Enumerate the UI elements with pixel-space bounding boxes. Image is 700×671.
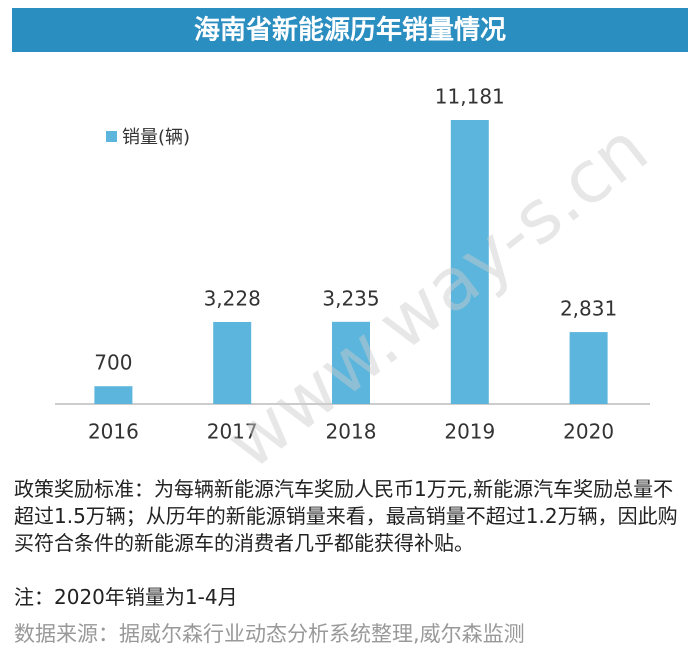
data-label: 11,181 bbox=[435, 85, 505, 109]
source-text: 数据来源：据威尔森行业动态分析系统整理,威尔森监测 bbox=[14, 622, 525, 646]
data-label: 700 bbox=[94, 351, 132, 375]
chart-title: 海南省新能源历年销量情况 bbox=[194, 15, 506, 46]
title-banner bbox=[12, 8, 688, 52]
x-tick-label: 2016 bbox=[88, 420, 139, 444]
data-label: 3,228 bbox=[204, 287, 261, 311]
bar bbox=[94, 386, 133, 404]
legend-swatch bbox=[106, 131, 117, 142]
note-text: 政策奖励标准：为每辆新能源汽车奖励人民币1万元,新能源汽车奖励总量不超过1.5万… bbox=[14, 477, 678, 555]
bar bbox=[450, 120, 489, 404]
bar bbox=[569, 332, 608, 404]
x-tick-label: 2020 bbox=[563, 420, 614, 444]
bar bbox=[332, 321, 370, 404]
x-tick-label: 2018 bbox=[326, 420, 377, 444]
x-tick-label: 2017 bbox=[207, 420, 258, 444]
x-tick-label: 2019 bbox=[444, 420, 495, 444]
note-text: 注：2020年销量为1-4月 bbox=[14, 585, 238, 609]
legend-label: 销量(辆) bbox=[122, 127, 190, 148]
data-label: 3,235 bbox=[322, 286, 379, 310]
data-label: 2,831 bbox=[560, 297, 617, 321]
bar bbox=[213, 322, 252, 404]
